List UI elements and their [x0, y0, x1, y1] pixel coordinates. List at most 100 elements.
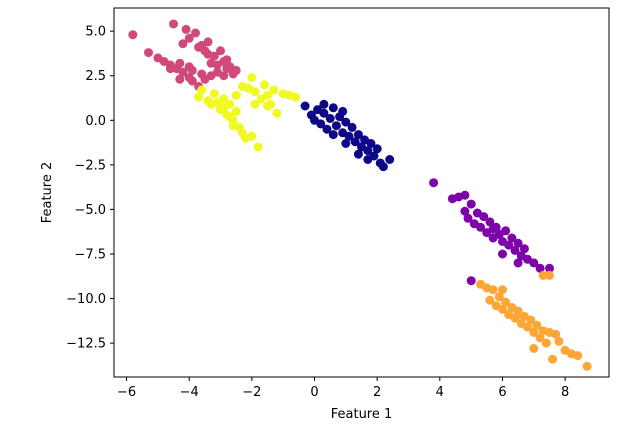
- scatter-point: [504, 240, 514, 250]
- scatter-point: [526, 315, 536, 325]
- scatter-point: [197, 85, 207, 95]
- scatter-point: [225, 112, 235, 122]
- scatter-point: [316, 119, 326, 129]
- x-tick-label: 2: [373, 385, 381, 400]
- scatter-point: [178, 39, 188, 49]
- x-axis-label: Feature 1: [331, 407, 393, 422]
- scatter-point: [485, 295, 495, 305]
- y-tick-label: −7.5: [74, 248, 106, 263]
- scatter-point: [501, 226, 511, 236]
- scatter-point: [128, 30, 138, 40]
- scatter-point: [319, 108, 329, 118]
- scatter-point: [466, 276, 476, 286]
- scatter-point: [488, 224, 498, 234]
- scatter-point: [231, 106, 241, 116]
- scatter-point: [300, 101, 310, 111]
- x-tick-label: 8: [561, 385, 569, 400]
- x-tick-label: 0: [310, 385, 318, 400]
- scatter-point: [545, 263, 554, 273]
- scatter-point: [216, 46, 225, 56]
- scatter-point: [501, 297, 511, 307]
- scatter-point: [385, 155, 395, 164]
- scatter-point: [231, 65, 241, 75]
- scatter-point: [463, 213, 473, 223]
- scatter-point: [175, 58, 185, 68]
- scatter-point: [513, 310, 523, 320]
- scatter-point: [535, 263, 545, 273]
- scatter-point: [366, 139, 376, 148]
- scatter-point: [548, 354, 558, 364]
- scatter-point: [184, 33, 194, 43]
- scatter-point: [175, 74, 185, 84]
- scatter-point: [219, 103, 229, 113]
- scatter-point: [529, 327, 539, 337]
- scatter-point: [541, 338, 551, 348]
- scatter-point: [523, 322, 532, 332]
- scatter-point: [272, 108, 282, 118]
- scatter-point: [194, 42, 204, 52]
- scatter-point: [259, 80, 269, 90]
- scatter-point: [263, 90, 272, 100]
- y-tick-label: −2.5: [74, 158, 106, 173]
- scatter-point: [250, 87, 260, 97]
- x-tick-label: −4: [180, 385, 199, 400]
- scatter-point: [228, 121, 238, 131]
- scatter-point: [319, 99, 329, 109]
- scatter-point: [322, 124, 332, 134]
- scatter-point: [532, 320, 542, 330]
- scatter-point: [460, 206, 470, 216]
- scatter-point: [165, 64, 175, 74]
- y-tick-label: 5.0: [85, 25, 106, 40]
- scatter-point: [498, 285, 507, 295]
- scatter-point: [253, 142, 263, 152]
- y-tick-label: 2.5: [85, 69, 106, 84]
- scatter-point: [551, 329, 561, 339]
- x-tick-label: −2: [242, 385, 261, 400]
- scatter-point: [529, 344, 539, 353]
- scatter-point: [510, 245, 520, 255]
- scatter-point: [291, 92, 301, 102]
- scatter-point: [363, 146, 373, 156]
- scatter-point: [181, 24, 191, 34]
- scatter-point: [341, 117, 351, 127]
- scatter-point: [513, 258, 523, 268]
- scatter-point: [203, 37, 213, 47]
- axis-ticks: −6 −4 −2 0 2 4 6 8 5.0 2.5 0.0 −2.5 −5.0 −7.5 −10.0 −12…: [66, 25, 569, 400]
- scatter-point: [573, 351, 583, 361]
- scatter-point: [498, 304, 507, 314]
- scatter-point: [353, 149, 363, 159]
- data-points: [128, 19, 592, 371]
- scatter-point: [429, 178, 439, 188]
- scatter-point: [237, 81, 247, 91]
- x-tick-label: −6: [117, 385, 136, 400]
- scatter-point: [535, 333, 545, 343]
- scatter-point: [466, 199, 476, 209]
- scatter-point: [206, 71, 216, 81]
- scatter-point: [507, 233, 517, 243]
- scatter-point: [554, 336, 564, 346]
- scatter-point: [479, 212, 489, 222]
- scatter-point: [347, 122, 357, 132]
- scatter-point: [328, 103, 338, 113]
- scatter-point: [191, 28, 200, 38]
- scatter-point: [222, 55, 232, 65]
- scatter-point: [363, 155, 373, 164]
- scatter-point: [331, 121, 341, 131]
- y-axis-label: Feature 2: [40, 162, 55, 224]
- scatter-point: [353, 130, 363, 140]
- scatter-point: [529, 258, 539, 268]
- x-tick-label: 6: [498, 385, 506, 400]
- scatter-point: [498, 249, 507, 259]
- scatter-point: [194, 92, 204, 102]
- scatter-point: [494, 292, 504, 302]
- scatter-point: [325, 114, 335, 123]
- scatter-point: [545, 270, 554, 280]
- scatter-point: [212, 98, 222, 107]
- scatter-point: [328, 130, 338, 140]
- scatter-point: [250, 99, 260, 109]
- scatter-point: [219, 71, 229, 81]
- scatter-point: [169, 19, 178, 29]
- scatter-point: [203, 49, 213, 59]
- scatter-point: [263, 101, 272, 111]
- scatter-point: [378, 162, 388, 172]
